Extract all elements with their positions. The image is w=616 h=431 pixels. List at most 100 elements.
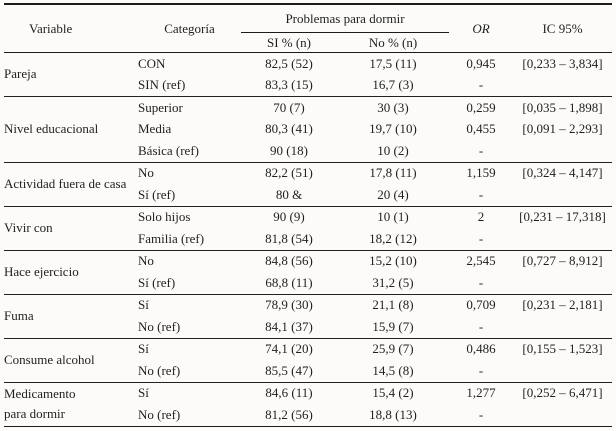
category-cell: Sí (138, 297, 149, 313)
category-cell: Sí (138, 385, 149, 401)
category-cell: No (ref) (138, 406, 181, 422)
header-no-pct: No % (n) (368, 34, 418, 50)
category-cell: Sí (ref) (138, 186, 176, 202)
ic-cell: [0,155 – 1,523] (522, 341, 603, 357)
variable-cell: Consume alcohol (4, 351, 95, 367)
table-row: Medicamento para dormir Sí 84,6 (11) 15,… (4, 382, 612, 421)
or-cell: - (478, 362, 484, 378)
ic-cell (513, 404, 612, 426)
category-cell: SIN (ref) (138, 77, 186, 93)
group-pareja: Pareja CON 82,5 (52) 17,5 (11) 0,945 [0,… (4, 52, 613, 97)
or-cell: - (478, 406, 484, 422)
no-cell: 20 (4) (377, 186, 409, 202)
no-cell: 30 (3) (377, 99, 409, 115)
variable-cell: Pareja (4, 66, 37, 82)
group-consume-alcohol: Consume alcohol Sí 74,1 (20) 25,9 (7) 0,… (4, 338, 613, 382)
header-row-sub: SI % (n) No % (n) (4, 33, 612, 53)
table-row: Consume alcohol Sí 74,1 (20) 25,9 (7) 0,… (4, 338, 612, 367)
table-row: No (ref) 81,2 (56) 18,8 (13) - (4, 404, 612, 426)
si-cell: 81,2 (56) (265, 406, 313, 422)
si-cell: 85,5 (47) (265, 362, 313, 378)
ic-cell: [0,324 – 4,147] (522, 165, 603, 181)
header-variable: Variable (29, 20, 73, 36)
ic-cell: [0,231 – 17,318] (519, 209, 606, 225)
no-cell: 25,9 (7) (372, 341, 414, 357)
or-cell: 0,486 (466, 341, 496, 357)
si-cell: 82,5 (52) (265, 55, 313, 71)
ic-cell: [0,091 – 2,293] (522, 121, 603, 137)
header-spanner: Problemas para dormir (241, 4, 450, 33)
variable-cell: Medicamento para dormir (4, 385, 76, 421)
header-or: OR (472, 20, 490, 36)
or-cell: - (478, 77, 484, 93)
table-row: Sí (ref) 80 & 20 (4) - (4, 184, 612, 206)
si-cell: 81,8 (54) (265, 230, 313, 246)
table-header: Variable Categoría Problemas para dormir… (4, 4, 613, 53)
table-row: Vivir con Solo hijos 90 (9) 10 (1) 2 [0,… (4, 206, 612, 235)
sleep-problems-table: Variable Categoría Problemas para dormir… (4, 3, 613, 427)
category-cell: Básica (ref) (138, 142, 199, 158)
ic-cell: [0,252 – 6,471] (522, 385, 603, 401)
ic-cell (513, 228, 612, 250)
variable-cell: Fuma (4, 307, 34, 323)
table-row: Nivel educacional Superior 70 (7) 30 (3)… (4, 97, 612, 136)
or-cell: 0,259 (466, 99, 496, 115)
group-hace-ejercicio: Hace ejercicio No 84,8 (56) 15,2 (10) 2,… (4, 250, 613, 294)
group-medicamento-para-dormir: Medicamento para dormir Sí 84,6 (11) 15,… (4, 382, 613, 426)
table-row: No (ref) 84,1 (37) 15,9 (7) - (4, 316, 612, 338)
si-cell: 84,8 (56) (265, 253, 313, 269)
variable-cell: Vivir con (4, 219, 53, 235)
ic-cell (513, 272, 612, 294)
or-cell: - (478, 274, 484, 290)
group-fuma: Fuma Sí 78,9 (30) 21,1 (8) 0,709 [0,231 … (4, 294, 613, 338)
no-cell: 15,2 (10) (369, 253, 417, 269)
variable-cell: Nivel educacional (4, 121, 99, 137)
no-cell: 18,8 (13) (369, 406, 417, 422)
si-cell: 80,3 (41) (265, 121, 313, 137)
category-cell: Solo hijos (138, 209, 191, 225)
or-cell: - (478, 142, 484, 158)
or-cell: 2 (477, 209, 485, 225)
no-cell: 15,9 (7) (372, 318, 414, 334)
category-cell: No (ref) (138, 318, 181, 334)
header-ic95: IC 95% (542, 20, 583, 36)
si-cell: 68,8 (11) (265, 274, 313, 290)
si-cell: 78,9 (30) (265, 297, 313, 313)
si-cell: 84,6 (11) (265, 385, 313, 401)
ic-cell (513, 184, 612, 206)
table-row: SIN (ref) 83,3 (15) 16,7 (3) - (4, 75, 612, 97)
group-nivel-educacional: Nivel educacional Superior 70 (7) 30 (3)… (4, 96, 613, 163)
ic-cell: [0,231 – 2,181] (522, 297, 603, 313)
table-row: Sí (ref) 68,8 (11) 31,2 (5) - (4, 272, 612, 294)
or-cell: 2,545 (466, 253, 496, 269)
ic-cell: [0,035 – 1,898] (522, 99, 603, 115)
no-cell: 15,4 (2) (372, 385, 414, 401)
category-cell: Sí (ref) (138, 274, 176, 290)
category-cell: No (ref) (138, 362, 181, 378)
si-cell: 90 (9) (273, 209, 305, 225)
si-cell: 80 & (275, 186, 303, 202)
table-row: Fuma Sí 78,9 (30) 21,1 (8) 0,709 [0,231 … (4, 294, 612, 323)
table-row: Hace ejercicio No 84,8 (56) 15,2 (10) 2,… (4, 250, 612, 279)
si-cell: 70 (7) (273, 99, 305, 115)
category-cell: Sí (138, 341, 149, 357)
table-row: Actividad fuera de casa No 82,2 (51) 17,… (4, 162, 612, 191)
or-cell: 1,159 (466, 165, 496, 181)
si-cell: 84,1 (37) (265, 318, 313, 334)
category-cell: No (138, 165, 154, 181)
si-cell: 82,2 (51) (265, 165, 313, 181)
or-cell: - (478, 186, 484, 202)
or-cell: - (478, 318, 484, 334)
no-cell: 14,5 (8) (372, 362, 414, 378)
ic-cell (513, 75, 612, 97)
header-categoria: Categoría (164, 20, 215, 36)
si-cell: 90 (18) (270, 142, 308, 158)
table-row: Básica (ref) 90 (18) 10 (2) - (4, 140, 612, 162)
si-cell: 83,3 (15) (265, 77, 313, 93)
variable-cell: Actividad fuera de casa (4, 175, 127, 191)
category-cell: Superior (138, 99, 183, 115)
no-cell: 10 (2) (377, 142, 409, 158)
category-cell: No (138, 253, 154, 269)
no-cell: 10 (1) (377, 209, 409, 225)
